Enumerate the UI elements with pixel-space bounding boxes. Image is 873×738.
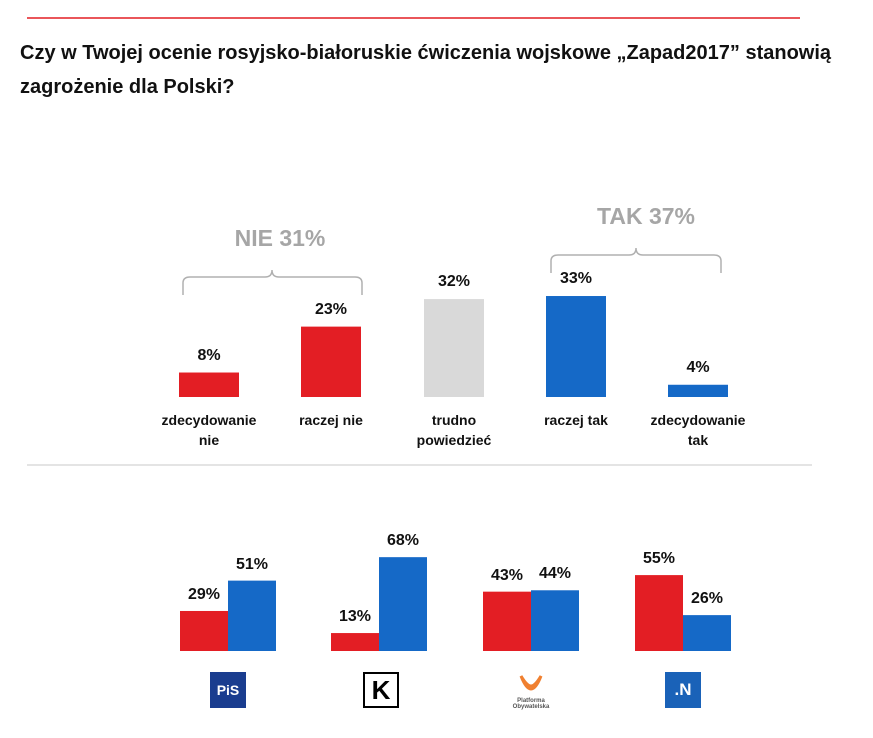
party-logo: .N: [665, 672, 701, 708]
bracket-tak: [550, 247, 722, 273]
bar: [180, 610, 228, 651]
value-label: 68%: [386, 532, 420, 550]
value-label: 8%: [197, 346, 221, 364]
category-label: zdecydowanie nie: [161, 412, 257, 448]
bracket-nie: [182, 269, 363, 295]
party-logo: PiS: [210, 672, 246, 708]
logo-icon: [519, 675, 543, 691]
party-logo: Platforma Obywatelska: [512, 698, 550, 710]
value-label: 32%: [437, 273, 471, 291]
party-logo: K: [363, 672, 399, 708]
category-label: raczej tak: [544, 412, 608, 428]
bar: [546, 296, 606, 397]
value-label: 4%: [686, 358, 710, 376]
bar: [379, 557, 427, 651]
value-label: 23%: [314, 300, 348, 318]
bar: [331, 633, 379, 651]
value-label: 55%: [642, 550, 676, 568]
bar: [483, 591, 531, 651]
bar: [683, 615, 731, 651]
category-label: trudno powiedzieć: [416, 412, 492, 448]
category-label: zdecydowanie tak: [650, 412, 746, 448]
value-label: 51%: [235, 555, 269, 573]
bar: [668, 384, 728, 397]
annotation: TAK 37%: [597, 203, 695, 229]
value-label: 33%: [559, 270, 593, 288]
bar: [228, 580, 276, 651]
bar: [179, 372, 239, 397]
value-label: 43%: [490, 566, 524, 584]
value-label: 26%: [690, 590, 724, 608]
value-label: 44%: [538, 565, 572, 583]
bar: [424, 299, 484, 397]
annotation: NIE 31%: [234, 225, 326, 251]
chart-title: Czy w Twojej ocenie rosyjsko-białoruskie…: [20, 42, 832, 98]
bar: [635, 575, 683, 651]
bar: [531, 590, 579, 651]
category-label: raczej nie: [299, 412, 363, 428]
value-label: 13%: [338, 608, 372, 626]
bar: [301, 326, 361, 397]
value-label: 29%: [187, 585, 221, 603]
